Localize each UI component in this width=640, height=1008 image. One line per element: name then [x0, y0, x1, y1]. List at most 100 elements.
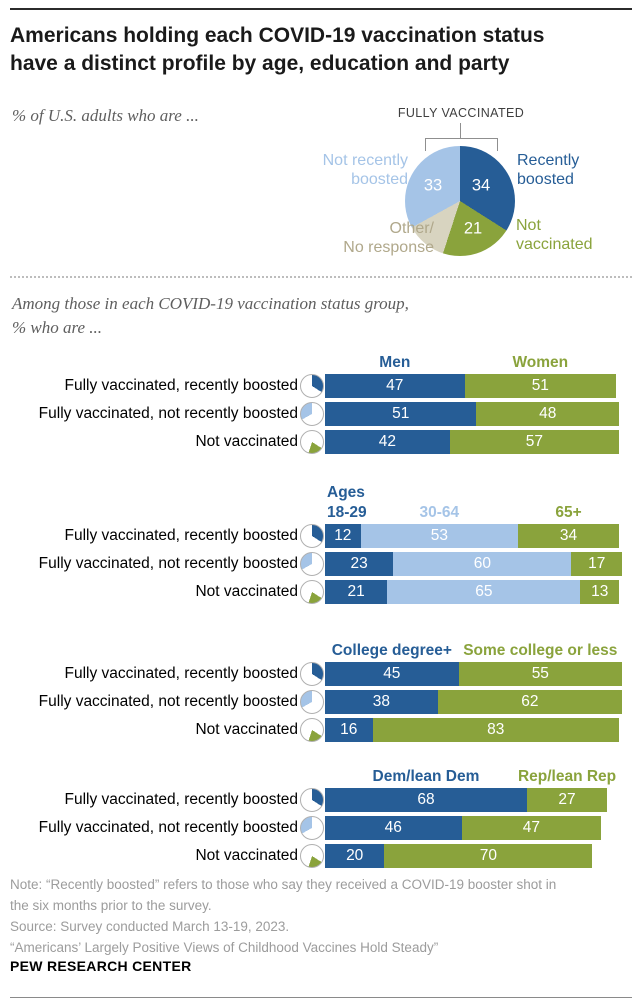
bar-row: Fully vaccinated, recently boosted 45 55 [10, 662, 632, 686]
pie-label-not-recently-boosted: Not recently boosted [322, 152, 408, 188]
bar-segment: 62 [437, 690, 622, 714]
bar-value-label: 38 [372, 693, 391, 710]
bar-segment: 27 [526, 788, 608, 812]
column-header-gender-1: Women [512, 353, 569, 371]
stacked-bar: 68 27 [325, 788, 608, 812]
stacked-bar: 46 47 [325, 816, 602, 840]
pie-value-not-vaccinated: 21 [463, 219, 483, 238]
pie-label-not-vaccinated: Not vaccinated [516, 217, 593, 253]
column-header-education-0: College degree+ [331, 641, 452, 659]
not-recently-boosted-mini-pie-icon [299, 402, 324, 426]
bar-value-label: 51 [531, 377, 549, 394]
bar-segment: 83 [372, 718, 620, 742]
bar-value-label: 20 [346, 847, 364, 864]
bar-segment: 21 [325, 580, 388, 604]
column-header-age-2: 65+ [555, 503, 582, 521]
bracket-stem [460, 123, 461, 138]
bar-value-label: 53 [430, 527, 448, 544]
bar-value-label: 62 [521, 693, 539, 710]
bar-segment: 57 [449, 430, 620, 454]
not-vaccinated-mini-pie-icon [299, 430, 324, 454]
group-headers-gender: Men Women [325, 350, 632, 374]
bar-segment: 38 [325, 690, 438, 714]
bar-segment: 60 [393, 552, 572, 576]
bar-row: Fully vaccinated, not recently boosted 23… [10, 552, 632, 576]
row-icon-wrap [298, 580, 325, 604]
bar-row: Not vaccinated 21 65 13 [10, 580, 632, 604]
row-icon-wrap [298, 552, 325, 576]
footer-report-title: “Americans’ Largely Positive Views of Ch… [10, 940, 439, 955]
group-headers-party: Dem/lean Dem Rep/lean Rep [325, 762, 632, 788]
bar-value-label: 17 [588, 555, 606, 572]
bar-segment: 51 [325, 402, 477, 426]
row-icon-wrap [298, 718, 325, 742]
bar-segment: 17 [571, 552, 622, 576]
dotted-divider [10, 276, 632, 278]
footer-notes: Note: “Recently boosted” refers to those… [10, 874, 628, 958]
bar-value-label: 21 [347, 583, 365, 600]
recently-boosted-mini-pie-icon [299, 374, 324, 398]
bar-segment: 70 [384, 844, 593, 868]
row-icon-wrap [298, 662, 325, 686]
recently-boosted-mini-pie-icon [299, 788, 324, 812]
row-icon-wrap [298, 788, 325, 812]
row-icon-wrap [298, 690, 325, 714]
recently-boosted-mini-pie-icon [299, 662, 324, 686]
stacked-bar: 47 51 [325, 374, 617, 398]
bar-group-education: College degree+ Some college or less Fully… [10, 636, 632, 746]
row-label: Fully vaccinated, not recently boosted [38, 405, 298, 422]
row-label: Fully vaccinated, not recently boosted [38, 693, 298, 710]
row-label: Not vaccinated [195, 847, 298, 864]
bar-value-label: 48 [539, 405, 557, 422]
bar-value-label: 57 [525, 433, 543, 450]
bar-row: Not vaccinated 42 57 [10, 430, 632, 454]
bar-row: Not vaccinated 20 70 [10, 844, 632, 868]
bar-group-party: Dem/lean Dem Rep/lean Rep Fully vaccinated… [10, 762, 632, 872]
bar-value-label: 55 [531, 665, 549, 682]
bar-segment: 48 [476, 402, 620, 426]
row-icon-wrap [298, 402, 325, 426]
intro-line-1: Among those in each COVID-19 vaccination… [12, 294, 409, 313]
stacked-bar: 21 65 13 [325, 580, 620, 604]
bar-segment: 65 [387, 580, 581, 604]
row-label: Fully vaccinated, recently boosted [64, 377, 298, 394]
row-label: Fully vaccinated, recently boosted [64, 665, 298, 682]
stacked-bar: 12 53 34 [325, 524, 619, 548]
bar-value-label: 51 [392, 405, 410, 422]
bar-segment: 47 [325, 374, 465, 398]
bar-value-label: 16 [340, 721, 358, 738]
row-icon-wrap [298, 430, 325, 454]
bracket [425, 138, 498, 151]
stacked-bar: 42 57 [325, 430, 620, 454]
column-header-party-0: Dem/lean Dem [372, 767, 480, 785]
bar-value-label: 60 [473, 555, 492, 572]
bar-segment: 68 [325, 788, 527, 812]
bar-value-label: 34 [559, 527, 578, 544]
bar-value-label: 47 [386, 377, 404, 394]
bar-value-label: 70 [479, 847, 497, 864]
bar-value-label: 83 [487, 721, 505, 738]
row-icon-wrap [298, 524, 325, 548]
fully-vaccinated-bracket-label: FULLY VACCINATED [397, 106, 525, 120]
bar-segment: 51 [464, 374, 617, 398]
vaccination-status-pie [405, 146, 515, 256]
page-title: Americans holding each COVID-19 vaccinat… [10, 22, 630, 79]
row-label: Fully vaccinated, not recently boosted [38, 555, 298, 572]
intro-line-2: % who are ... [12, 317, 103, 337]
pie-label-other-no-response: Other/ No response [343, 220, 434, 256]
pew-research-center-brand: PEW RESEARCH CENTER [10, 958, 192, 974]
bar-value-label: 12 [334, 527, 352, 544]
row-label: Not vaccinated [195, 433, 298, 450]
bar-row: Fully vaccinated, not recently boosted 46… [10, 816, 632, 840]
stacked-bar: 38 62 [325, 690, 622, 714]
bar-segment: 13 [580, 580, 620, 604]
bar-value-label: 23 [350, 555, 368, 572]
bar-row: Fully vaccinated, recently boosted 12 53 34 [10, 524, 632, 548]
row-label: Fully vaccinated, recently boosted [64, 527, 298, 544]
stacked-bar: 23 60 17 [325, 552, 622, 576]
stacked-bar: 45 55 [325, 662, 622, 686]
column-header-education-1: Some college or less [463, 641, 618, 659]
group-headers-age: Ages 18-29 30-64 65+ [325, 478, 632, 524]
pie-value-not-recently-boosted: 33 [423, 176, 443, 195]
